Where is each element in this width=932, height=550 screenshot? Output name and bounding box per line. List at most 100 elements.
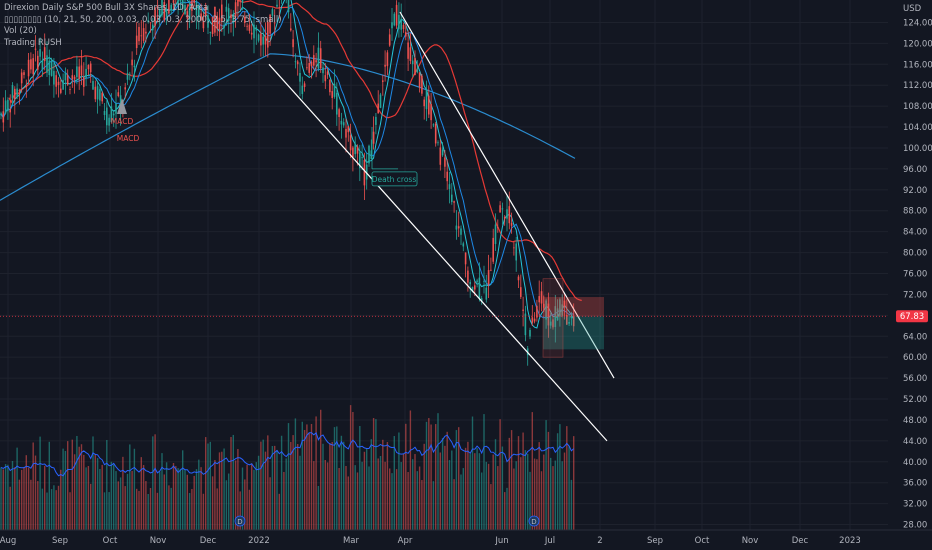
volume-bar [41, 488, 44, 530]
volume-bar [248, 489, 251, 530]
volume-bar [163, 474, 165, 530]
y-tick-label: 80.00 [903, 249, 927, 259]
volume-bar [64, 450, 67, 530]
candle-body [227, 8, 230, 22]
volume-bar [487, 463, 490, 530]
candle-body [129, 73, 131, 75]
candle-body [287, 0, 290, 13]
candle-body [503, 216, 506, 219]
candle-body [421, 75, 423, 94]
candle-body [209, 31, 212, 33]
chart-title[interactable]: Direxion Daily S&P 500 Bull 3X Shares, 1… [4, 3, 209, 13]
volume-indicator-label[interactable]: Vol (20) [4, 26, 37, 36]
indicator-params-row[interactable]: ▯▯▯▯▯▯▯▯ (10, 21, 50, 200, 0.03, 0.03, 0… [4, 15, 282, 27]
candle-body [467, 270, 469, 283]
candle-body [83, 77, 85, 87]
volume-bar [556, 433, 559, 530]
volume-bar [393, 436, 395, 530]
candle-body [552, 319, 554, 328]
volume-bar [71, 439, 73, 530]
volume-bar [402, 453, 405, 530]
candle-body [133, 65, 136, 68]
candle-body [241, 0, 244, 3]
volume-bar [126, 473, 129, 530]
trading-rush-box [542, 278, 564, 358]
candle-body [296, 61, 299, 65]
volume-bar [225, 480, 228, 530]
candle-body [34, 48, 37, 50]
candle-body [55, 75, 57, 87]
candle-body [126, 73, 129, 80]
volume-bar [278, 493, 280, 530]
volume-bar [124, 486, 126, 530]
candle-body [326, 71, 329, 75]
volume-bar [113, 464, 115, 530]
trading-rush-label[interactable]: Trading RUSH [4, 37, 62, 48]
volume-bar [481, 472, 483, 530]
candle-body [110, 106, 113, 123]
volume-bar [290, 441, 292, 530]
candle-body [25, 86, 28, 88]
candle-body [423, 99, 425, 107]
candle-body [78, 66, 80, 79]
volume-bar [538, 442, 540, 530]
candle-body [485, 287, 488, 300]
x-tick-label: 2022 [248, 536, 270, 546]
x-tick-label: Jul [544, 536, 555, 546]
candle-body [506, 209, 508, 219]
candle-body [2, 111, 5, 123]
volume-bar [368, 466, 370, 530]
candle-body [184, 4, 186, 15]
volume-bar [7, 464, 9, 530]
candle-body [264, 36, 267, 45]
candle-body [11, 85, 14, 99]
candle-body [547, 303, 550, 326]
volume-bar [214, 460, 216, 530]
volume-bar [129, 444, 131, 530]
volume-bar [354, 465, 356, 530]
volume-bar [340, 435, 343, 530]
volume-bar [251, 463, 253, 530]
y-tick-label: 120.00 [903, 39, 932, 49]
candle-body [375, 116, 377, 125]
volume-bar [301, 421, 303, 530]
candle-body [16, 88, 18, 97]
ma-50-line [8, 0, 582, 302]
volume-bar [336, 426, 338, 530]
volume-bar [106, 439, 108, 530]
volume-bar [527, 453, 529, 530]
x-tick-label: Dec [792, 536, 809, 546]
volume-bar [218, 452, 221, 530]
ma-200-line [0, 53, 576, 201]
y-tick-label: 96.00 [903, 165, 927, 175]
candle-body [267, 22, 269, 48]
candle-body [299, 72, 301, 82]
volume-bar [253, 469, 255, 530]
candle-body [165, 11, 168, 17]
volume-bar [228, 473, 230, 530]
candle-body [62, 80, 64, 90]
candle-body [455, 225, 458, 230]
volume-bar [87, 465, 90, 530]
candle-body [538, 296, 540, 303]
candle-body [115, 103, 117, 114]
volume-bar [559, 424, 561, 530]
y-tick-label: 60.00 [903, 353, 927, 363]
candle-body [533, 318, 536, 322]
y-tick-label: 84.00 [903, 228, 927, 238]
volume-bar [545, 420, 547, 530]
volume-bar [90, 483, 92, 530]
candle-body [27, 59, 30, 77]
chart-legend: Direxion Daily S&P 500 Bull 3X Shares, 1… [4, 3, 282, 49]
volume-bar [297, 443, 299, 530]
candle-body [163, 2, 166, 21]
candle-body [152, 24, 154, 31]
volume-bar [352, 412, 354, 530]
volume-bar [333, 427, 336, 530]
volume-bar [161, 453, 163, 530]
candle-body [515, 243, 517, 261]
candle-body [517, 276, 520, 281]
candle-body [158, 9, 161, 18]
